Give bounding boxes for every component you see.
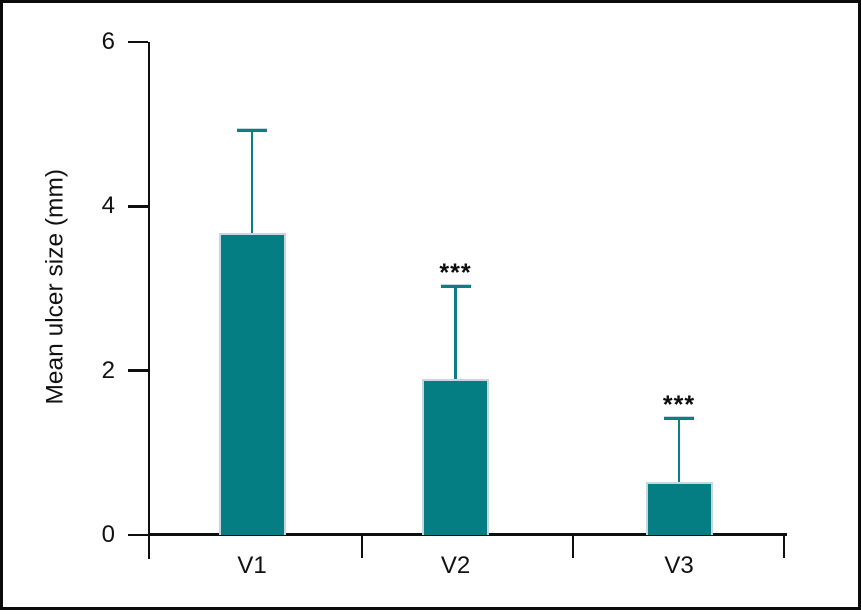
y-axis-title: Mean ulcer size (mm) <box>41 168 69 405</box>
bar-v2 <box>422 378 489 535</box>
y-tick-label-6: 6 <box>101 28 115 55</box>
error-bar-v1-stem <box>250 129 254 234</box>
error-bar-v2-stem <box>454 286 457 379</box>
y-axis-line <box>147 42 150 559</box>
x-tick-label-v3: V3 <box>664 552 694 579</box>
y-tick-0 <box>127 533 148 537</box>
x-tick-label-v1: V1 <box>237 552 267 579</box>
bar-v1 <box>218 233 286 535</box>
significance-v2: *** <box>439 259 472 288</box>
x-boundary-tick-3 <box>782 533 786 558</box>
bar-v3 <box>645 481 713 535</box>
x-boundary-tick-1 <box>360 533 364 558</box>
y-tick-label-4: 4 <box>101 192 115 220</box>
significance-v3: *** <box>662 390 696 419</box>
y-tick-label-0: 0 <box>101 521 115 548</box>
y-tick-2 <box>127 369 148 372</box>
error-bar-v2-cap <box>440 284 471 289</box>
error-bar-v3-stem <box>677 417 681 482</box>
error-bar-v1-cap <box>237 127 267 132</box>
y-tick-4 <box>127 205 148 208</box>
x-boundary-tick-2 <box>571 533 575 558</box>
y-tick-6 <box>127 40 148 44</box>
x-tick-label-v2: V2 <box>440 552 471 579</box>
error-bar-v3-cap <box>664 415 694 420</box>
y-tick-label-2: 2 <box>101 356 115 384</box>
